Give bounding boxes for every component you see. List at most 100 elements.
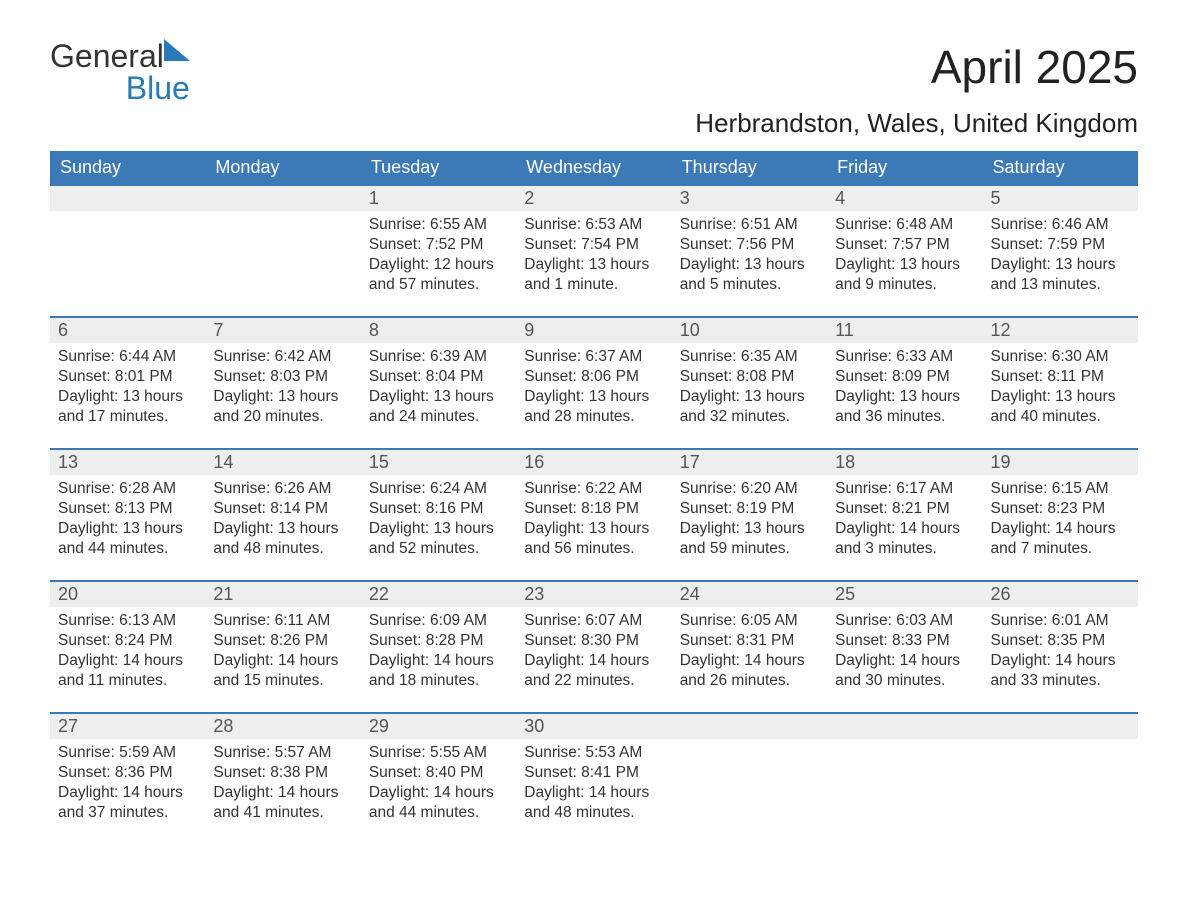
sunset-text: Sunset: 7:54 PM [524, 235, 663, 255]
day-number: 11 [827, 318, 982, 343]
day-cell: 4Sunrise: 6:48 AMSunset: 7:57 PMDaylight… [827, 186, 982, 308]
sunrise-text: Sunrise: 6:20 AM [680, 479, 819, 499]
day-body: Sunrise: 6:20 AMSunset: 8:19 PMDaylight:… [672, 475, 827, 568]
day-cell: 19Sunrise: 6:15 AMSunset: 8:23 PMDayligh… [983, 450, 1138, 572]
day-number: 24 [672, 582, 827, 607]
day-cell: 11Sunrise: 6:33 AMSunset: 8:09 PMDayligh… [827, 318, 982, 440]
logo-text-block: General Blue [50, 40, 190, 104]
day-header-cell: Monday [205, 151, 360, 184]
sunset-text: Sunset: 7:52 PM [369, 235, 508, 255]
sunrise-text: Sunrise: 6:30 AM [991, 347, 1130, 367]
day-cell: 28Sunrise: 5:57 AMSunset: 8:38 PMDayligh… [205, 714, 360, 836]
day-number: 2 [516, 186, 671, 211]
day-cell: 8Sunrise: 6:39 AMSunset: 8:04 PMDaylight… [361, 318, 516, 440]
weeks-container: 1Sunrise: 6:55 AMSunset: 7:52 PMDaylight… [50, 184, 1138, 836]
daylight-text: Daylight: 14 hours and 41 minutes. [213, 783, 352, 823]
day-number: 15 [361, 450, 516, 475]
daylight-text: Daylight: 13 hours and 20 minutes. [213, 387, 352, 427]
day-header-cell: Tuesday [361, 151, 516, 184]
sunrise-text: Sunrise: 5:53 AM [524, 743, 663, 763]
sunrise-text: Sunrise: 6:24 AM [369, 479, 508, 499]
sunrise-text: Sunrise: 6:44 AM [58, 347, 197, 367]
day-body [983, 739, 1138, 751]
day-body: Sunrise: 6:13 AMSunset: 8:24 PMDaylight:… [50, 607, 205, 700]
sunset-text: Sunset: 8:30 PM [524, 631, 663, 651]
day-cell: 9Sunrise: 6:37 AMSunset: 8:06 PMDaylight… [516, 318, 671, 440]
daylight-text: Daylight: 14 hours and 15 minutes. [213, 651, 352, 691]
week-row: 1Sunrise: 6:55 AMSunset: 7:52 PMDaylight… [50, 184, 1138, 308]
daylight-text: Daylight: 14 hours and 48 minutes. [524, 783, 663, 823]
day-body [50, 211, 205, 223]
day-body: Sunrise: 6:17 AMSunset: 8:21 PMDaylight:… [827, 475, 982, 568]
calendar: SundayMondayTuesdayWednesdayThursdayFrid… [50, 151, 1138, 836]
day-cell: 1Sunrise: 6:55 AMSunset: 7:52 PMDaylight… [361, 186, 516, 308]
logo-text-blue: Blue [126, 70, 190, 106]
day-header-cell: Sunday [50, 151, 205, 184]
day-number: 25 [827, 582, 982, 607]
day-body: Sunrise: 6:42 AMSunset: 8:03 PMDaylight:… [205, 343, 360, 436]
daylight-text: Daylight: 13 hours and 28 minutes. [524, 387, 663, 427]
sunrise-text: Sunrise: 6:05 AM [680, 611, 819, 631]
sunrise-text: Sunrise: 6:51 AM [680, 215, 819, 235]
day-number: 21 [205, 582, 360, 607]
sunrise-text: Sunrise: 6:01 AM [991, 611, 1130, 631]
day-body: Sunrise: 6:46 AMSunset: 7:59 PMDaylight:… [983, 211, 1138, 304]
day-cell: 7Sunrise: 6:42 AMSunset: 8:03 PMDaylight… [205, 318, 360, 440]
sunset-text: Sunset: 7:59 PM [991, 235, 1130, 255]
day-cell [983, 714, 1138, 836]
day-body: Sunrise: 6:01 AMSunset: 8:35 PMDaylight:… [983, 607, 1138, 700]
daylight-text: Daylight: 13 hours and 17 minutes. [58, 387, 197, 427]
day-body: Sunrise: 6:33 AMSunset: 8:09 PMDaylight:… [827, 343, 982, 436]
sunset-text: Sunset: 8:09 PM [835, 367, 974, 387]
sunset-text: Sunset: 8:23 PM [991, 499, 1130, 519]
day-number: 16 [516, 450, 671, 475]
sunset-text: Sunset: 8:38 PM [213, 763, 352, 783]
daylight-text: Daylight: 14 hours and 44 minutes. [369, 783, 508, 823]
day-body: Sunrise: 6:15 AMSunset: 8:23 PMDaylight:… [983, 475, 1138, 568]
day-number: 20 [50, 582, 205, 607]
sunrise-text: Sunrise: 6:13 AM [58, 611, 197, 631]
daylight-text: Daylight: 13 hours and 40 minutes. [991, 387, 1130, 427]
sunset-text: Sunset: 7:56 PM [680, 235, 819, 255]
daylight-text: Daylight: 13 hours and 59 minutes. [680, 519, 819, 559]
day-number: 4 [827, 186, 982, 211]
sunrise-text: Sunrise: 6:39 AM [369, 347, 508, 367]
daylight-text: Daylight: 13 hours and 36 minutes. [835, 387, 974, 427]
sunset-text: Sunset: 8:16 PM [369, 499, 508, 519]
daylight-text: Daylight: 14 hours and 30 minutes. [835, 651, 974, 691]
day-number: 19 [983, 450, 1138, 475]
sunset-text: Sunset: 8:36 PM [58, 763, 197, 783]
daylight-text: Daylight: 12 hours and 57 minutes. [369, 255, 508, 295]
sunset-text: Sunset: 8:14 PM [213, 499, 352, 519]
day-body: Sunrise: 5:53 AMSunset: 8:41 PMDaylight:… [516, 739, 671, 832]
day-cell: 12Sunrise: 6:30 AMSunset: 8:11 PMDayligh… [983, 318, 1138, 440]
day-number: 27 [50, 714, 205, 739]
day-header-cell: Friday [827, 151, 982, 184]
sunrise-text: Sunrise: 6:42 AM [213, 347, 352, 367]
day-cell: 3Sunrise: 6:51 AMSunset: 7:56 PMDaylight… [672, 186, 827, 308]
day-number: 12 [983, 318, 1138, 343]
sunset-text: Sunset: 8:04 PM [369, 367, 508, 387]
day-body: Sunrise: 6:30 AMSunset: 8:11 PMDaylight:… [983, 343, 1138, 436]
sunrise-text: Sunrise: 5:55 AM [369, 743, 508, 763]
day-header-row: SundayMondayTuesdayWednesdayThursdayFrid… [50, 151, 1138, 184]
sunrise-text: Sunrise: 5:59 AM [58, 743, 197, 763]
week-row: 13Sunrise: 6:28 AMSunset: 8:13 PMDayligh… [50, 448, 1138, 572]
day-body: Sunrise: 6:51 AMSunset: 7:56 PMDaylight:… [672, 211, 827, 304]
sunset-text: Sunset: 8:31 PM [680, 631, 819, 651]
day-cell: 6Sunrise: 6:44 AMSunset: 8:01 PMDaylight… [50, 318, 205, 440]
daylight-text: Daylight: 14 hours and 22 minutes. [524, 651, 663, 691]
sunrise-text: Sunrise: 6:53 AM [524, 215, 663, 235]
day-cell: 14Sunrise: 6:26 AMSunset: 8:14 PMDayligh… [205, 450, 360, 572]
day-body: Sunrise: 6:24 AMSunset: 8:16 PMDaylight:… [361, 475, 516, 568]
day-number [672, 714, 827, 739]
day-cell [50, 186, 205, 308]
day-number: 9 [516, 318, 671, 343]
sunrise-text: Sunrise: 6:55 AM [369, 215, 508, 235]
day-cell: 25Sunrise: 6:03 AMSunset: 8:33 PMDayligh… [827, 582, 982, 704]
day-cell: 29Sunrise: 5:55 AMSunset: 8:40 PMDayligh… [361, 714, 516, 836]
sunrise-text: Sunrise: 6:28 AM [58, 479, 197, 499]
day-number [50, 186, 205, 211]
sunset-text: Sunset: 8:28 PM [369, 631, 508, 651]
daylight-text: Daylight: 13 hours and 13 minutes. [991, 255, 1130, 295]
